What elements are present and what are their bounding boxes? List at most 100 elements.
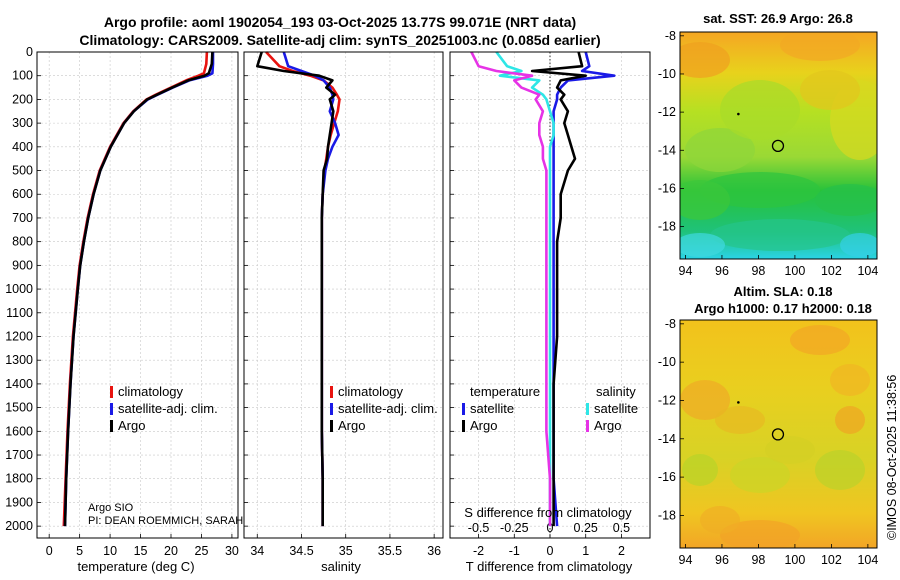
map-x-tick-label: 96	[715, 553, 729, 567]
legend-label-t-argo: Argo	[470, 418, 497, 433]
top-x-tick-label: -0.5	[468, 521, 490, 535]
map-x-tick-label: 104	[857, 553, 878, 567]
map-y-tick-label: -8	[665, 317, 676, 331]
x-tick-label: 34.5	[289, 544, 313, 558]
depth-tick-label: 1800	[5, 472, 33, 486]
depth-tick-label: 1700	[5, 448, 33, 462]
series-line-t-argo	[530, 51, 588, 527]
map-y-tick-label: -18	[658, 508, 676, 522]
salinity-xlabel: salinity	[321, 559, 361, 574]
map-y-tick-label: -8	[665, 29, 676, 43]
depth-tick-label: 700	[12, 211, 33, 225]
top-x-tick-label: 0.5	[613, 521, 630, 535]
sst-texture	[840, 233, 877, 257]
depth-tick-label: 1100	[6, 306, 33, 320]
sst-texture	[800, 70, 860, 110]
sla-map-frame	[679, 319, 878, 549]
legend-swatch-satellite	[330, 403, 333, 415]
x-tick-label: 0	[46, 544, 53, 558]
sla-texture	[682, 454, 718, 486]
map-x-tick-label: 100	[784, 553, 805, 567]
argo-position-marker	[771, 139, 785, 153]
sla-map-title-line2: Argo h1000: 0.17 h2000: 0.18	[694, 301, 872, 316]
x-tick-label: 36	[427, 544, 441, 558]
legend-swatch-s-satellite	[586, 403, 589, 415]
x-tick-label: 15	[134, 544, 148, 558]
map-x-tick-label: 98	[751, 264, 765, 278]
map-x-tick-label: 94	[679, 553, 693, 567]
legend-swatch-argo	[110, 420, 113, 432]
map-x-tick-label: 102	[821, 553, 842, 567]
x-tick-label: 2	[618, 544, 625, 558]
depth-tick-label: 1400	[5, 377, 33, 391]
difference-top-xlabel: S difference from climatology	[464, 505, 632, 520]
temperature-legend: climatology satellite-adj. clim. Argo	[110, 384, 218, 433]
sst-map-title: sat. SST: 26.9 Argo: 26.8	[703, 11, 853, 26]
sla-texture	[720, 520, 800, 548]
sla-texture	[835, 406, 865, 434]
map-y-tick-label: -18	[658, 220, 676, 234]
sla-map-axes: 94 96 98 100 102 104 -8 -10 -12 -14 -16 -18	[658, 317, 878, 567]
depth-tick-label: 100	[12, 69, 33, 83]
sla-texture	[680, 380, 730, 420]
depth-tick-label: 1000	[5, 282, 33, 296]
depth-tick-label: 1200	[5, 329, 33, 343]
depth-tick-label: 1900	[5, 495, 33, 509]
legend-label-s-satellite: satellite	[594, 401, 638, 416]
depth-tick-label: 400	[12, 140, 33, 154]
panel-frame	[449, 51, 651, 539]
temperature-panel: 0 5 10 15 20 25 30	[36, 51, 239, 558]
salinity-panel: 34 34.5 35 35.5 36	[243, 51, 444, 558]
legend-label-satellite: satellite-adj. clim.	[118, 401, 218, 416]
sst-map-axes: 94 96 98 100 102 104 -8 -10 -12 -14 -16 -18	[658, 29, 878, 278]
legend-swatch-argo	[330, 420, 333, 432]
legend-swatch-s-argo	[586, 420, 589, 432]
x-tick-label: 30	[225, 544, 239, 558]
map-y-tick-label: -14	[658, 143, 676, 157]
series-line-t-satellite	[552, 51, 616, 527]
sla-texture	[830, 364, 870, 396]
reference-dot	[737, 112, 740, 116]
sla-texture	[700, 506, 740, 534]
x-tick-label: 35	[339, 544, 353, 558]
sla-texture	[730, 457, 790, 493]
sst-map-frame	[679, 31, 878, 260]
series-line-argo	[255, 51, 337, 527]
depth-tick-label: 1500	[5, 401, 33, 415]
x-tick-label: 20	[164, 544, 178, 558]
sst-texture	[685, 128, 755, 172]
depth-tick-label: 300	[12, 116, 33, 130]
legend-label-argo: Argo	[338, 418, 365, 433]
legend-label-s-argo: Argo	[594, 418, 621, 433]
legend-label-climatology: climatology	[118, 384, 184, 399]
figure-title-line1: Argo profile: aoml 1902054_193 03-Oct-20…	[104, 14, 576, 30]
sst-texture	[710, 219, 850, 251]
depth-tick-label: 800	[12, 235, 33, 249]
map-y-tick-label: -14	[658, 432, 676, 446]
map-x-tick-label: 104	[857, 264, 878, 278]
depth-tick-label: 600	[12, 187, 33, 201]
x-tick-label: 25	[195, 544, 209, 558]
sla-texture	[815, 450, 865, 490]
legend-title-temperature: temperature	[470, 384, 540, 399]
sla-map	[680, 320, 877, 548]
depth-tick-label: 900	[12, 258, 33, 272]
panel-frame	[36, 51, 239, 539]
difference-legend: temperature salinity satellite Argo sate…	[462, 384, 638, 433]
depth-tick-label: 1600	[5, 424, 33, 438]
depth-axis: 0 100 200 300 400 500 600 700 800 900 1000 1100 1200…	[5, 45, 33, 533]
x-tick-label: -1	[509, 544, 520, 558]
legend-swatch-t-argo	[462, 420, 465, 432]
depth-tick-label: 0	[26, 45, 33, 59]
depth-tick-label: 200	[12, 92, 33, 106]
sla-texture	[765, 436, 815, 464]
map-x-tick-label: 102	[821, 264, 842, 278]
map-x-tick-label: 98	[751, 553, 765, 567]
legend-label-argo: Argo	[118, 418, 145, 433]
legend-swatch-satellite	[110, 403, 113, 415]
depth-tick-label: 1300	[5, 353, 33, 367]
map-y-tick-label: -10	[658, 355, 676, 369]
map-y-tick-label: -16	[658, 470, 676, 484]
top-x-tick-label: -0.25	[500, 521, 529, 535]
